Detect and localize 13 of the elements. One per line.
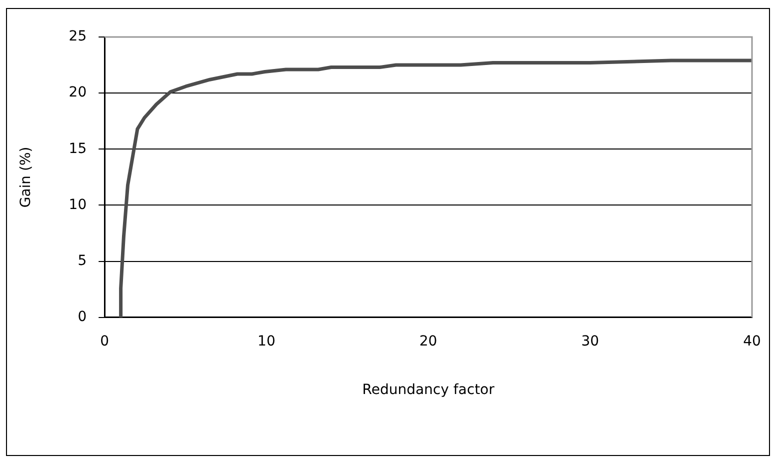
y-tick-label: 5 [78,252,87,269]
y-tick-label: 25 [68,28,87,45]
x-tick-label: 0 [100,333,110,350]
x-axis-title: Redundancy factor [362,382,495,398]
x-tick-label: 30 [581,333,600,350]
x-tick-label: 10 [258,333,276,350]
y-axis-title: Gain (%) [18,146,34,208]
x-tick-label: 40 [743,333,761,350]
y-tick-label: 20 [68,84,87,101]
y-tick-label: 0 [78,309,87,326]
y-tick-label: 15 [68,140,87,157]
x-tick-label: 20 [419,333,438,350]
y-tick-label: 10 [68,196,87,213]
